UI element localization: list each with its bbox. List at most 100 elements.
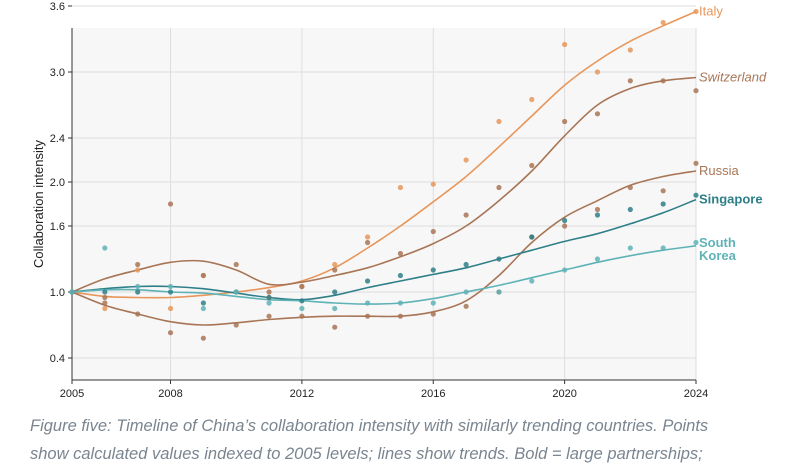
data-point-russia — [332, 324, 338, 330]
data-point-south-korea — [463, 289, 469, 295]
data-point-russia — [693, 160, 699, 166]
data-point-south-korea — [332, 305, 338, 312]
data-point-switzerland — [496, 184, 502, 191]
data-point-russia — [266, 313, 272, 319]
trend-lines — [71, 10, 697, 326]
data-point-italy — [496, 118, 502, 125]
data-point-switzerland — [627, 78, 633, 84]
data-point-singapore — [332, 289, 338, 295]
data-point-russia — [364, 313, 371, 319]
data-point-singapore — [364, 278, 371, 284]
y-tick-label: 0.4 — [50, 353, 65, 365]
data-point-south-korea — [660, 245, 666, 251]
data-point-russia — [594, 206, 601, 213]
data-point-south-korea — [594, 256, 601, 262]
x-tick-label: 2024 — [684, 388, 708, 400]
data-point-switzerland — [266, 289, 272, 295]
data-point-russia — [627, 184, 633, 191]
data-point-south-korea — [397, 300, 404, 306]
x-tick-label: 2008 — [158, 388, 182, 400]
data-point-russia — [167, 330, 174, 336]
series-label-singapore: Singapore — [699, 192, 763, 207]
data-point-italy — [594, 69, 601, 75]
x-tick-label: 2020 — [552, 388, 576, 400]
data-point-switzerland — [594, 111, 601, 117]
data-point-italy — [102, 305, 108, 312]
data-point-italy — [529, 96, 535, 103]
data-point-switzerland — [135, 261, 141, 268]
data-point-singapore — [200, 300, 206, 306]
data-point-singapore — [102, 289, 108, 295]
data-point-south-korea — [693, 239, 699, 246]
data-point-switzerland — [463, 212, 469, 218]
data-point-singapore — [266, 294, 272, 301]
data-point-italy — [135, 267, 141, 273]
data-point-switzerland — [562, 118, 568, 125]
data-point-south-korea — [627, 245, 633, 251]
caption-line-1: Figure five: Timeline of China’s collabo… — [30, 417, 709, 435]
data-point-south-korea — [266, 300, 272, 306]
data-point-russia — [430, 311, 436, 317]
data-point-switzerland — [529, 162, 535, 169]
data-point-italy — [430, 181, 436, 187]
data-point-switzerland — [332, 267, 338, 273]
data-point-south-korea — [135, 283, 141, 290]
series-label-south-korea: South Korea — [699, 235, 737, 263]
collaboration-intensity-chart: 0.41.01.62.02.43.03.64.02005200820122016… — [31, 1, 767, 400]
data-point-south-korea — [562, 267, 568, 273]
axes: 0.41.01.62.02.43.03.64.02005200820122016… — [50, 1, 709, 400]
data-points — [69, 8, 699, 341]
data-point-switzerland — [430, 228, 436, 235]
y-axis-title: Collaboration intensity — [31, 140, 46, 268]
data-point-russia — [200, 335, 206, 341]
data-point-russia — [463, 303, 469, 309]
data-point-switzerland — [660, 78, 666, 84]
data-point-south-korea — [233, 289, 239, 295]
data-point-switzerland — [200, 272, 206, 279]
data-point-south-korea — [102, 245, 108, 251]
data-point-singapore — [693, 192, 699, 198]
data-point-south-korea — [529, 278, 535, 284]
data-point-singapore — [562, 217, 568, 224]
data-point-switzerland — [299, 283, 305, 290]
series-label-italy: Italy — [699, 4, 723, 19]
data-point-italy — [463, 157, 469, 163]
y-tick-label: 1.0 — [50, 287, 65, 299]
data-point-south-korea — [69, 289, 75, 295]
data-point-singapore — [299, 298, 305, 304]
data-point-singapore — [627, 206, 633, 213]
data-point-singapore — [430, 267, 436, 273]
trend-line-russia — [71, 170, 697, 326]
data-point-italy — [397, 184, 404, 191]
data-point-russia — [299, 313, 305, 319]
data-point-south-korea — [496, 289, 502, 295]
data-point-switzerland — [167, 201, 174, 207]
x-tick-label: 2005 — [60, 388, 84, 400]
data-point-italy — [332, 261, 338, 268]
plot-area-background — [72, 28, 696, 380]
trend-line-singapore — [71, 198, 697, 301]
data-point-switzerland — [397, 250, 404, 257]
series-label-line: Korea — [699, 248, 737, 263]
y-tick-label: 3.0 — [50, 67, 65, 79]
data-point-singapore — [167, 289, 174, 295]
x-tick-label: 2012 — [290, 388, 314, 400]
series-label-switzerland: Switzerland — [699, 70, 767, 85]
x-tick-label: 2016 — [421, 388, 445, 400]
caption-line-2: show calculated values indexed to 2005 l… — [30, 445, 703, 463]
trend-line-south-korea — [71, 245, 697, 305]
data-point-italy — [660, 19, 666, 26]
data-point-switzerland — [693, 88, 699, 94]
data-point-singapore — [594, 212, 601, 218]
data-point-italy — [562, 41, 568, 48]
trend-line-switzerland — [71, 76, 697, 293]
trend-line-italy — [71, 10, 697, 299]
series-label-russia: Russia — [699, 163, 740, 178]
y-tick-label: 3.6 — [50, 1, 65, 13]
series-labels: Italy Switzerland Russia Singapore South Kore… — [699, 4, 767, 263]
data-point-south-korea — [167, 283, 174, 290]
data-point-singapore — [660, 201, 666, 207]
data-point-singapore — [496, 256, 502, 262]
data-point-switzerland — [102, 294, 108, 301]
data-point-italy — [364, 234, 371, 240]
